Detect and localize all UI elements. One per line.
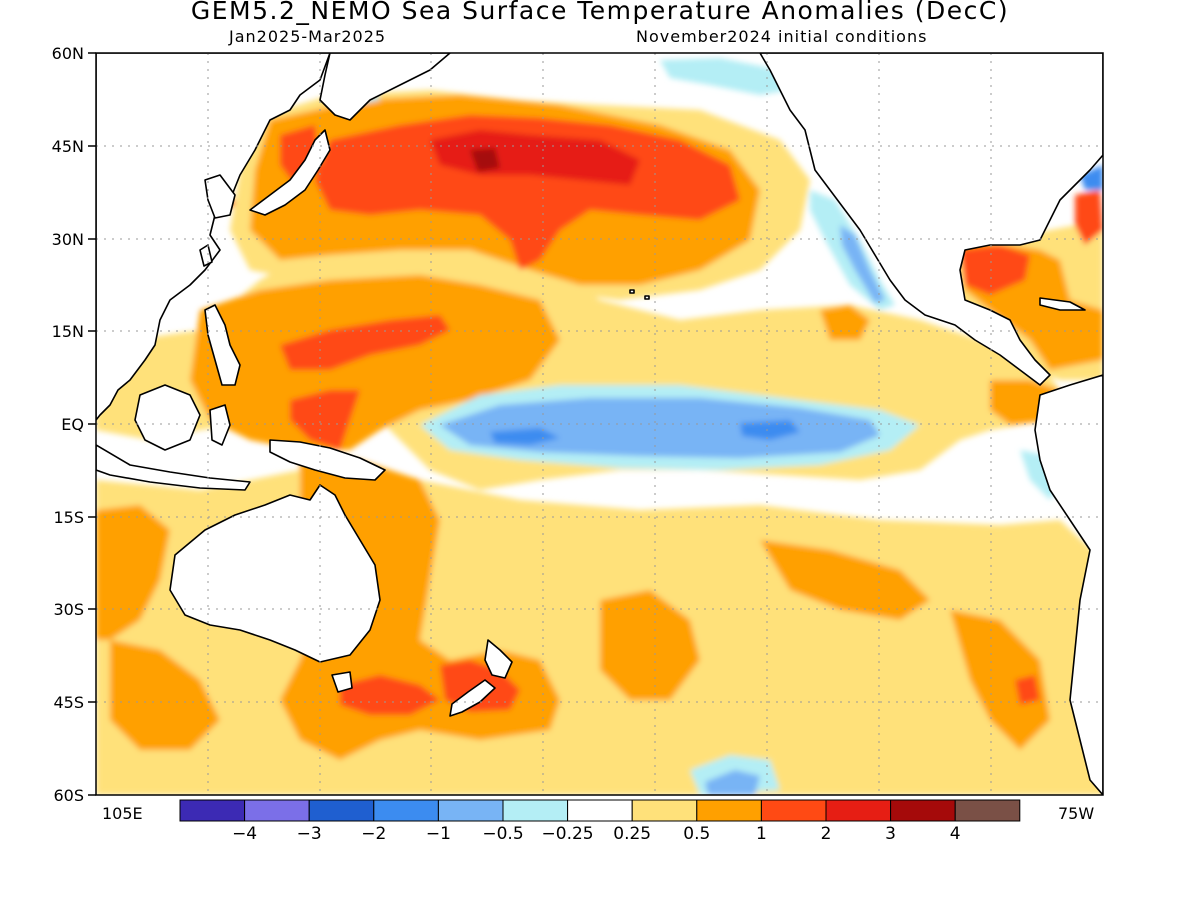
contour-warm-moderate	[110, 640, 220, 750]
contour-cool-strong	[490, 428, 560, 445]
colorbar-swatch	[954, 799, 1021, 822]
contour-warm-strong	[960, 245, 1030, 295]
contour-warm-strong	[1075, 190, 1103, 245]
lat-label-45n: 45N	[51, 137, 84, 156]
colorbar	[179, 799, 1021, 822]
colorbar-label: 2	[820, 824, 832, 844]
land-australia	[169, 484, 381, 663]
lat-label-60s: 60S	[53, 786, 84, 805]
land-philippines	[204, 304, 241, 386]
colorbar-label: −4	[232, 824, 258, 844]
colorbar-label: 0.5	[683, 824, 711, 844]
contour-warm-very-strong	[430, 130, 640, 185]
land-new-zealand-south	[449, 679, 496, 717]
contour-cool-strong	[740, 420, 800, 440]
lat-label-30n: 30N	[51, 230, 84, 249]
colorbar-swatch	[760, 799, 827, 822]
contour-cool-moderate	[840, 225, 885, 303]
colorbar-label: −0.25	[541, 824, 594, 844]
contour-cool-strong	[1080, 165, 1103, 190]
colorbar-swatch	[308, 799, 375, 822]
anomaly-field	[96, 58, 1103, 795]
colorbar-swatch	[567, 799, 633, 822]
land-borneo	[134, 384, 201, 451]
contour-cool-moderate	[705, 770, 760, 795]
contour-warm-strong	[1015, 675, 1040, 705]
contour-cool-weak	[660, 58, 790, 95]
land-hawaii	[629, 289, 650, 300]
coastlines	[96, 53, 1103, 795]
contour-warm-moderate	[760, 540, 930, 620]
colorbar-label: 4	[949, 824, 961, 844]
lat-label-eq: EQ	[61, 415, 84, 434]
land-sulawesi	[209, 404, 231, 446]
land-kamchatka	[319, 53, 451, 121]
contour-warm-moderate	[950, 610, 1050, 750]
colorbar-label: 1	[755, 824, 767, 844]
contour-warm-strong	[315, 115, 740, 270]
colorbar-swatch	[179, 799, 246, 822]
initial-conditions: November2024 initial conditions	[636, 27, 928, 46]
colorbar-swatch	[890, 799, 956, 822]
colorbar-swatch	[696, 799, 762, 822]
colorbar-label: 0.25	[613, 824, 652, 844]
land-south-america	[1034, 374, 1103, 795]
colorbar-swatch	[825, 799, 892, 822]
land-asia	[96, 53, 331, 421]
colorbar-label: −1	[425, 824, 451, 844]
colorbar-swatch	[631, 799, 698, 822]
contour-warm-moderate	[96, 505, 170, 640]
contour-warm-strong	[280, 315, 450, 370]
contour-warm-moderate	[190, 275, 560, 450]
lat-label-15n: 15N	[51, 322, 84, 341]
map-title: GEM5.2_NEMO Sea Surface Temperature Anom…	[190, 0, 1010, 25]
land-cuba	[1039, 297, 1086, 311]
forecast-period: Jan2025-Mar2025	[229, 27, 387, 46]
colorbar-swatch	[502, 799, 569, 822]
land-tasmania	[331, 671, 353, 693]
land-north-america	[759, 53, 1103, 386]
land-new-zealand-north	[484, 639, 513, 679]
colorbar-swatch	[373, 799, 439, 822]
colorbar-swatch	[244, 799, 310, 822]
land-japan	[249, 129, 331, 216]
contour-warm-strong	[290, 390, 360, 450]
colorbar-label: −3	[296, 824, 322, 844]
colorbar-label: −0.5	[482, 824, 524, 844]
contour-warm-moderate	[600, 590, 700, 700]
lat-label-60n: 60N	[51, 44, 84, 63]
contour-warm-strong	[340, 675, 440, 715]
land-korea	[204, 174, 236, 219]
lat-label-30s: 30S	[53, 600, 84, 619]
land-indonesia	[96, 444, 251, 491]
colorbar-swatch	[437, 799, 504, 822]
lon-label-right: 75W	[1058, 804, 1095, 823]
land-taiwan	[199, 244, 213, 267]
contour-cool-moderate	[440, 398, 880, 458]
colorbar-label: −2	[361, 824, 387, 844]
contour-warm-extreme	[470, 148, 500, 172]
lat-label-15s: 15S	[53, 508, 84, 527]
colorbar-label: 3	[885, 824, 896, 844]
lat-label-45s: 45S	[53, 693, 84, 712]
lat-ticks	[88, 52, 96, 796]
lon-label-left: 105E	[102, 804, 143, 823]
